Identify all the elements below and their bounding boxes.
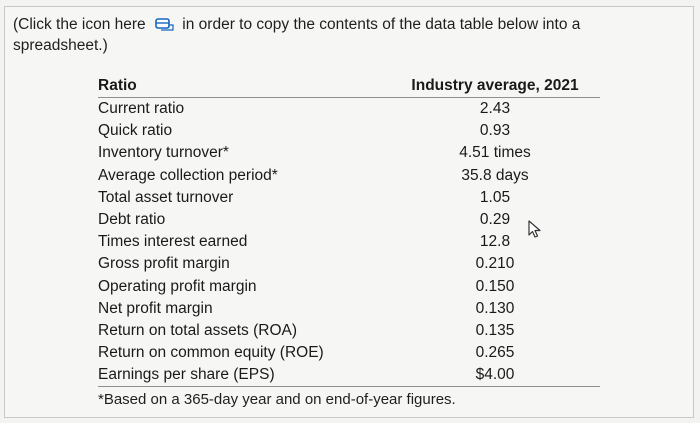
table-row: Net profit margin 0.130 [98,298,600,320]
table-row: Operating profit margin 0.150 [98,276,600,298]
table-row: Debt ratio 0.29 [98,209,600,231]
ratio-value: 0.135 [475,321,515,339]
ratio-value: 0.130 [475,299,515,317]
ratio-name: Net profit margin [98,299,213,317]
copy-table-icon[interactable] [153,16,175,31]
ratio-name: Operating profit margin [98,277,257,295]
ratio-name: Current ratio [98,100,185,117]
ratio-name: Earnings per share (EPS) [98,366,275,384]
footnote: *Based on a 365-day year and on end-of-y… [98,391,456,408]
instruction-text: (Click the icon here in order to copy th… [13,14,653,56]
ratio-name: Average collection period* [98,166,278,184]
ratio-value: 0.150 [475,277,515,295]
ratio-value: 1.05 [479,188,511,206]
ratio-value: 0.29 [479,210,511,228]
instruction-before-icon: (Click the icon here [13,16,146,33]
table-row: Average collection period* 35.8 days [98,165,600,187]
table-row: Total asset turnover 1.05 [98,187,600,209]
ratio-name: Total asset turnover [98,188,234,206]
ratio-name: Quick ratio [98,122,173,140]
ratio-value: 4.51 times [459,144,531,162]
table-row: Return on common equity (ROE) 0.265 [98,342,600,364]
ratio-value: 35.8 days [461,166,529,184]
table-row: Current ratio 2.43 [98,98,600,120]
ratio-name: Times interest earned [98,233,248,251]
ratio-value: 0.93 [479,122,511,140]
ratio-name: Debt ratio [98,210,166,228]
mouse-pointer-icon [527,219,543,239]
table-row: Quick ratio 0.93 [98,120,600,142]
ratio-name: Return on total assets (ROA) [98,321,297,339]
ratio-name: Inventory turnover* [98,144,229,162]
ratio-value: $4.00 [475,366,515,384]
table-row: Gross profit margin 0.210 [98,253,600,275]
table-row: Inventory turnover* 4.51 times [98,142,600,164]
table-row: Earnings per share (EPS) $4.00 [98,364,600,388]
ratio-value: 12.8 [479,233,511,251]
header-industry-average: Industry average, 2021 [411,77,579,94]
ratio-name: Gross profit margin [98,255,230,273]
table-row: Return on total assets (ROA) 0.135 [98,320,600,342]
ratio-name: Return on common equity (ROE) [98,344,324,362]
table-header-row: Ratio Industry average, 2021 [98,74,600,98]
content-frame [4,6,694,418]
instruction-after-icon: in order to copy the contents of the dat… [13,16,581,54]
header-ratio: Ratio [98,77,137,94]
ratio-value: 0.265 [475,344,515,362]
ratio-value: 2.43 [479,100,511,117]
table-row: Times interest earned 12.8 [98,231,600,253]
ratio-value: 0.210 [475,255,515,273]
ratio-table: Ratio Industry average, 2021 Current rat… [98,74,600,388]
